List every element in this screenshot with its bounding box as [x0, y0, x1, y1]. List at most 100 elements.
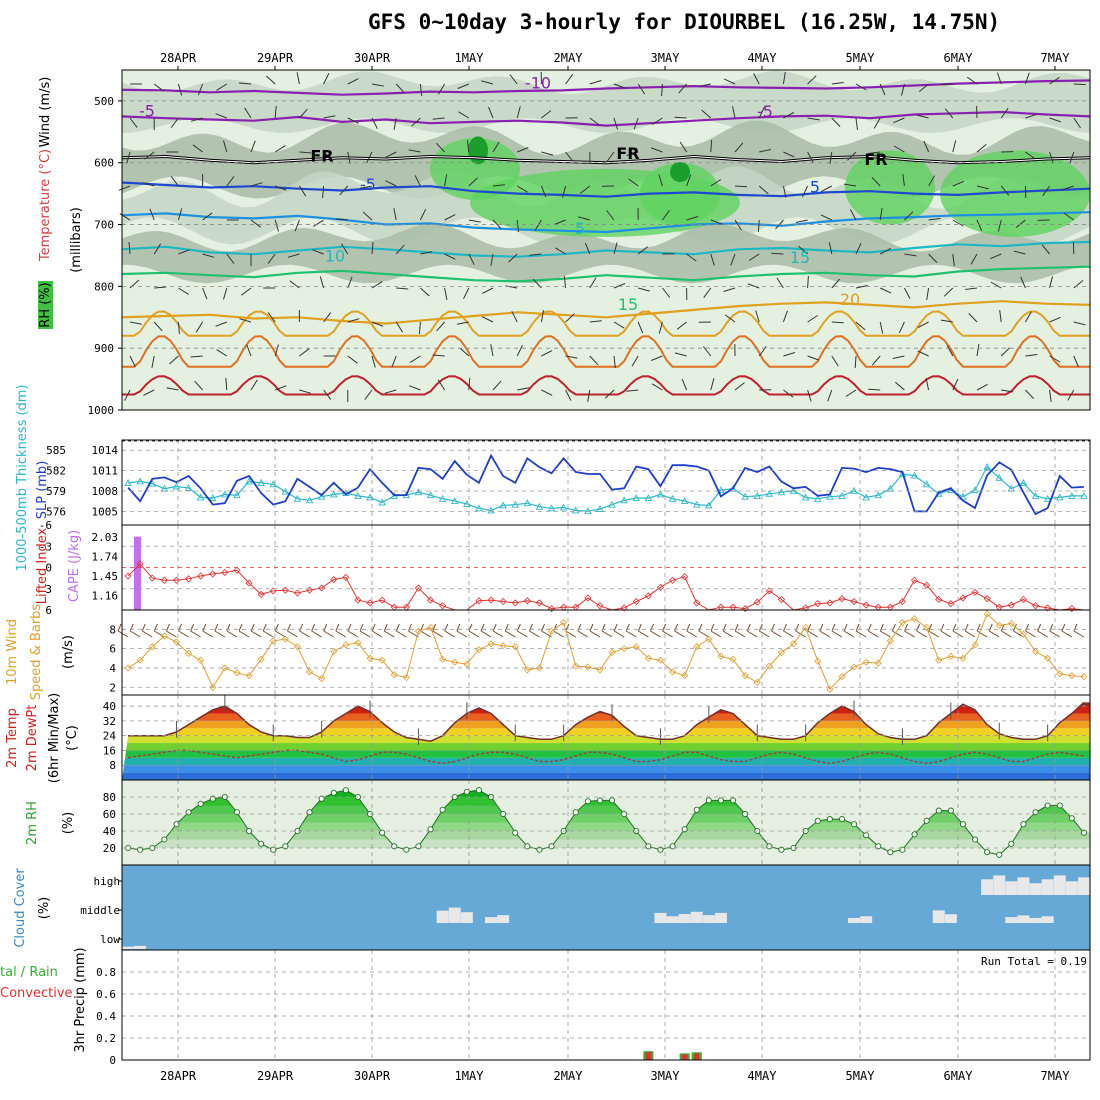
wind-barb [855, 321, 866, 331]
wind-barb [250, 379, 258, 391]
wind-barb [723, 287, 736, 292]
wind-barb [124, 389, 131, 401]
thickness-point [438, 494, 447, 502]
lifted-index-point [983, 595, 991, 603]
temp-line [128, 701, 1085, 742]
rh-color-band [122, 805, 1090, 814]
lifted-index-point [535, 599, 544, 607]
cape-bar [134, 536, 141, 610]
y-tick-label: -3 [39, 540, 52, 553]
wind-speed-point [511, 643, 519, 651]
wind-speed-point [378, 656, 386, 664]
y-tick-label: 1008 [92, 485, 119, 498]
wind-barb [795, 623, 800, 632]
thickness-point [765, 489, 774, 497]
thickness-point [971, 486, 979, 494]
wind-barb [758, 185, 769, 195]
wind-barb [153, 623, 158, 632]
wind-barb [313, 219, 324, 227]
isotherm-line [121, 265, 1091, 283]
lifted-index-point [681, 573, 689, 581]
thickness-point [874, 491, 883, 499]
wind-barb [783, 623, 788, 632]
wind-barb [589, 623, 594, 632]
y-tick-label: 16 [103, 744, 116, 757]
wind-barb [844, 183, 857, 187]
wind-barb [1025, 389, 1035, 399]
wind-barb [976, 144, 987, 153]
wind-barb [508, 253, 518, 263]
wind-barb [1073, 117, 1081, 129]
wind-barb [360, 185, 373, 189]
wind-barb [312, 249, 324, 255]
wind-barb [250, 219, 261, 228]
wind-barb [420, 630, 431, 638]
cloud-bar [714, 912, 727, 923]
wind-barb [1001, 630, 1012, 638]
wind-barb [902, 174, 905, 187]
thickness-point [184, 484, 193, 491]
dewpoint-line [127, 749, 1085, 765]
wind-barb [151, 355, 155, 368]
wind-barb [807, 151, 814, 163]
wind-barb [662, 623, 667, 632]
wind-speed-point [221, 664, 229, 672]
wind-barb [480, 630, 492, 638]
wind-barb [952, 219, 964, 227]
rh2m-point [1080, 829, 1087, 836]
wind-barb [437, 379, 446, 391]
wind-barb [587, 389, 591, 402]
temp-color-band [122, 702, 1090, 707]
rh2m-point [379, 829, 386, 836]
wind-barb [395, 321, 404, 333]
wind-barb [262, 623, 267, 632]
lifted-index-point [1031, 602, 1040, 610]
thickness-point [559, 503, 568, 511]
wind-barb [289, 280, 300, 289]
wind-barb [509, 74, 518, 85]
wind-barb [457, 83, 469, 89]
wind-barb [997, 72, 1002, 85]
wind-barb [1024, 72, 1030, 85]
wind-barb [734, 630, 746, 638]
wind-barb [323, 630, 335, 638]
wind-barb [528, 623, 533, 632]
temp2m-label: 2m DewPt [25, 705, 40, 772]
wind-barb [194, 380, 203, 391]
wind-barb [734, 142, 744, 153]
wind-barb [662, 287, 671, 298]
wind-speed-point [850, 663, 858, 671]
wind-barb [169, 355, 179, 365]
wind-barb [880, 630, 891, 638]
wind-barb [154, 286, 167, 289]
wind-speed-point [293, 643, 302, 651]
wind-barb [298, 185, 307, 197]
rh2m-point [984, 849, 991, 856]
thickness-axis-label: 1000-500mb Thickness (dm) [15, 384, 30, 571]
thickness-point [644, 494, 653, 502]
wind-barb [516, 219, 519, 232]
wind-barb [1013, 250, 1026, 255]
thickness-point [995, 473, 1004, 481]
rh2m-point [730, 797, 737, 804]
wind-barb [701, 109, 712, 119]
wind-barb [734, 623, 739, 632]
wind-barb [492, 630, 504, 638]
wind-speed-point [342, 641, 350, 649]
rh2m-point [161, 836, 168, 843]
thickness-point [511, 500, 520, 508]
wind-axis-label: Wind (m/s) [38, 77, 53, 148]
wind-barb [770, 623, 775, 632]
temp-color-band [122, 750, 1090, 758]
wind-barb [226, 623, 231, 632]
wind-barb [463, 287, 470, 300]
wind-barb [917, 350, 929, 357]
rh-color-band [122, 814, 1090, 823]
wind-barb [541, 350, 553, 357]
lifted-index-label: Lifted Index [35, 527, 50, 604]
x-date-label-bottom: 7MAY [1041, 1069, 1071, 1083]
wind-barb [565, 151, 574, 162]
wind-speed-point [402, 674, 410, 682]
lifted-index-point [499, 597, 507, 606]
precip-label: tal / Rain [0, 965, 58, 980]
